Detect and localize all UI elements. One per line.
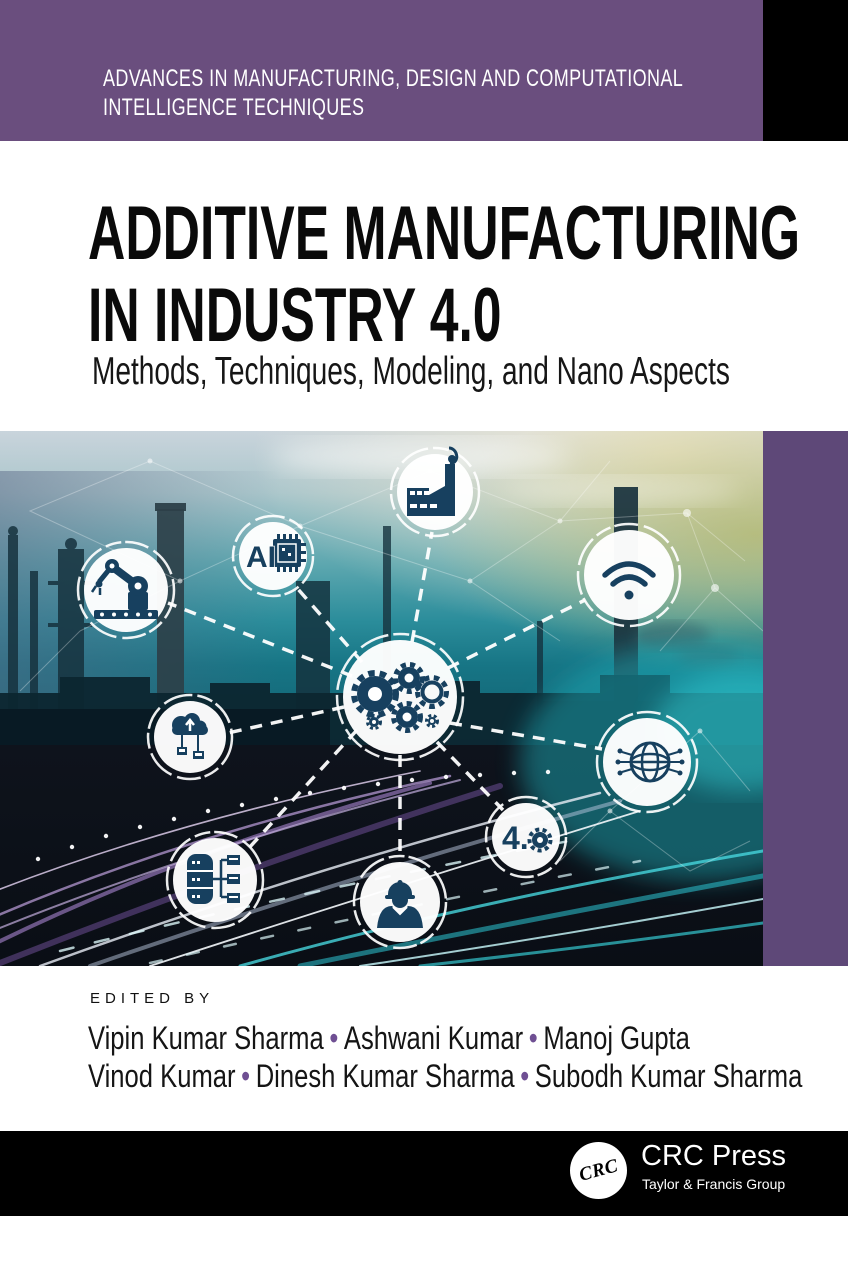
industry40-label: 4.: [502, 820, 529, 856]
series-title-line2: INTELLIGENCE TECHNIQUES: [103, 94, 365, 121]
icon-connectors: [167, 531, 603, 860]
bullet-separator: •: [528, 1020, 538, 1056]
cover-artwork: AI: [0, 431, 763, 966]
edited-by-label: EDITED BY: [90, 990, 215, 1007]
factory-icon: [389, 446, 481, 538]
series-title-line1: ADVANCES IN MANUFACTURING, DESIGN AND CO…: [103, 65, 684, 92]
book-subtitle: Methods, Techniques, Modeling, and Nano …: [92, 350, 730, 393]
book-title-line1: ADDITIVE MANUFACTURING: [88, 191, 801, 276]
crc-logo: CRC: [570, 1142, 627, 1199]
bullet-separator: •: [520, 1058, 530, 1094]
series-title: ADVANCES IN MANUFACTURING, DESIGN AND CO…: [103, 64, 683, 122]
series-banner: ADVANCES IN MANUFACTURING, DESIGN AND CO…: [0, 0, 763, 141]
bullet-separator: •: [241, 1058, 251, 1094]
wifi-icon: [576, 522, 682, 628]
cloud-computing-icon: [146, 693, 234, 781]
ai-label: AI: [246, 541, 276, 574]
book-title-line2: IN INDUSTRY 4.0: [88, 273, 502, 358]
ai-chip-icon: AI: [231, 514, 315, 598]
publisher-band: CRC CRC Press Taylor & Francis Group: [0, 1131, 848, 1216]
industry-4-0-icon: 4.: [484, 795, 568, 879]
bullet-separator: •: [329, 1020, 339, 1056]
engineer-icon: [352, 854, 448, 950]
database-icon: [165, 830, 265, 930]
street-lights: [35, 769, 551, 862]
corner-block: [763, 0, 848, 141]
publisher-tagline: Taylor & Francis Group: [642, 1176, 786, 1192]
editor-names-line2: Vinod Kumar • Dinesh Kumar Sharma • Subodh K…: [88, 1058, 803, 1094]
editor-names-line1: Vipin Kumar Sharma • Ashwani Kumar • Manoj G…: [88, 1020, 690, 1056]
crc-monogram: CRC: [576, 1154, 621, 1186]
side-stripe: [763, 431, 848, 966]
robot-arm-icon: [76, 540, 176, 640]
gears-icon: [335, 632, 465, 762]
globe-network-icon: [595, 710, 699, 814]
publisher-name: CRC Press: [641, 1140, 787, 1172]
